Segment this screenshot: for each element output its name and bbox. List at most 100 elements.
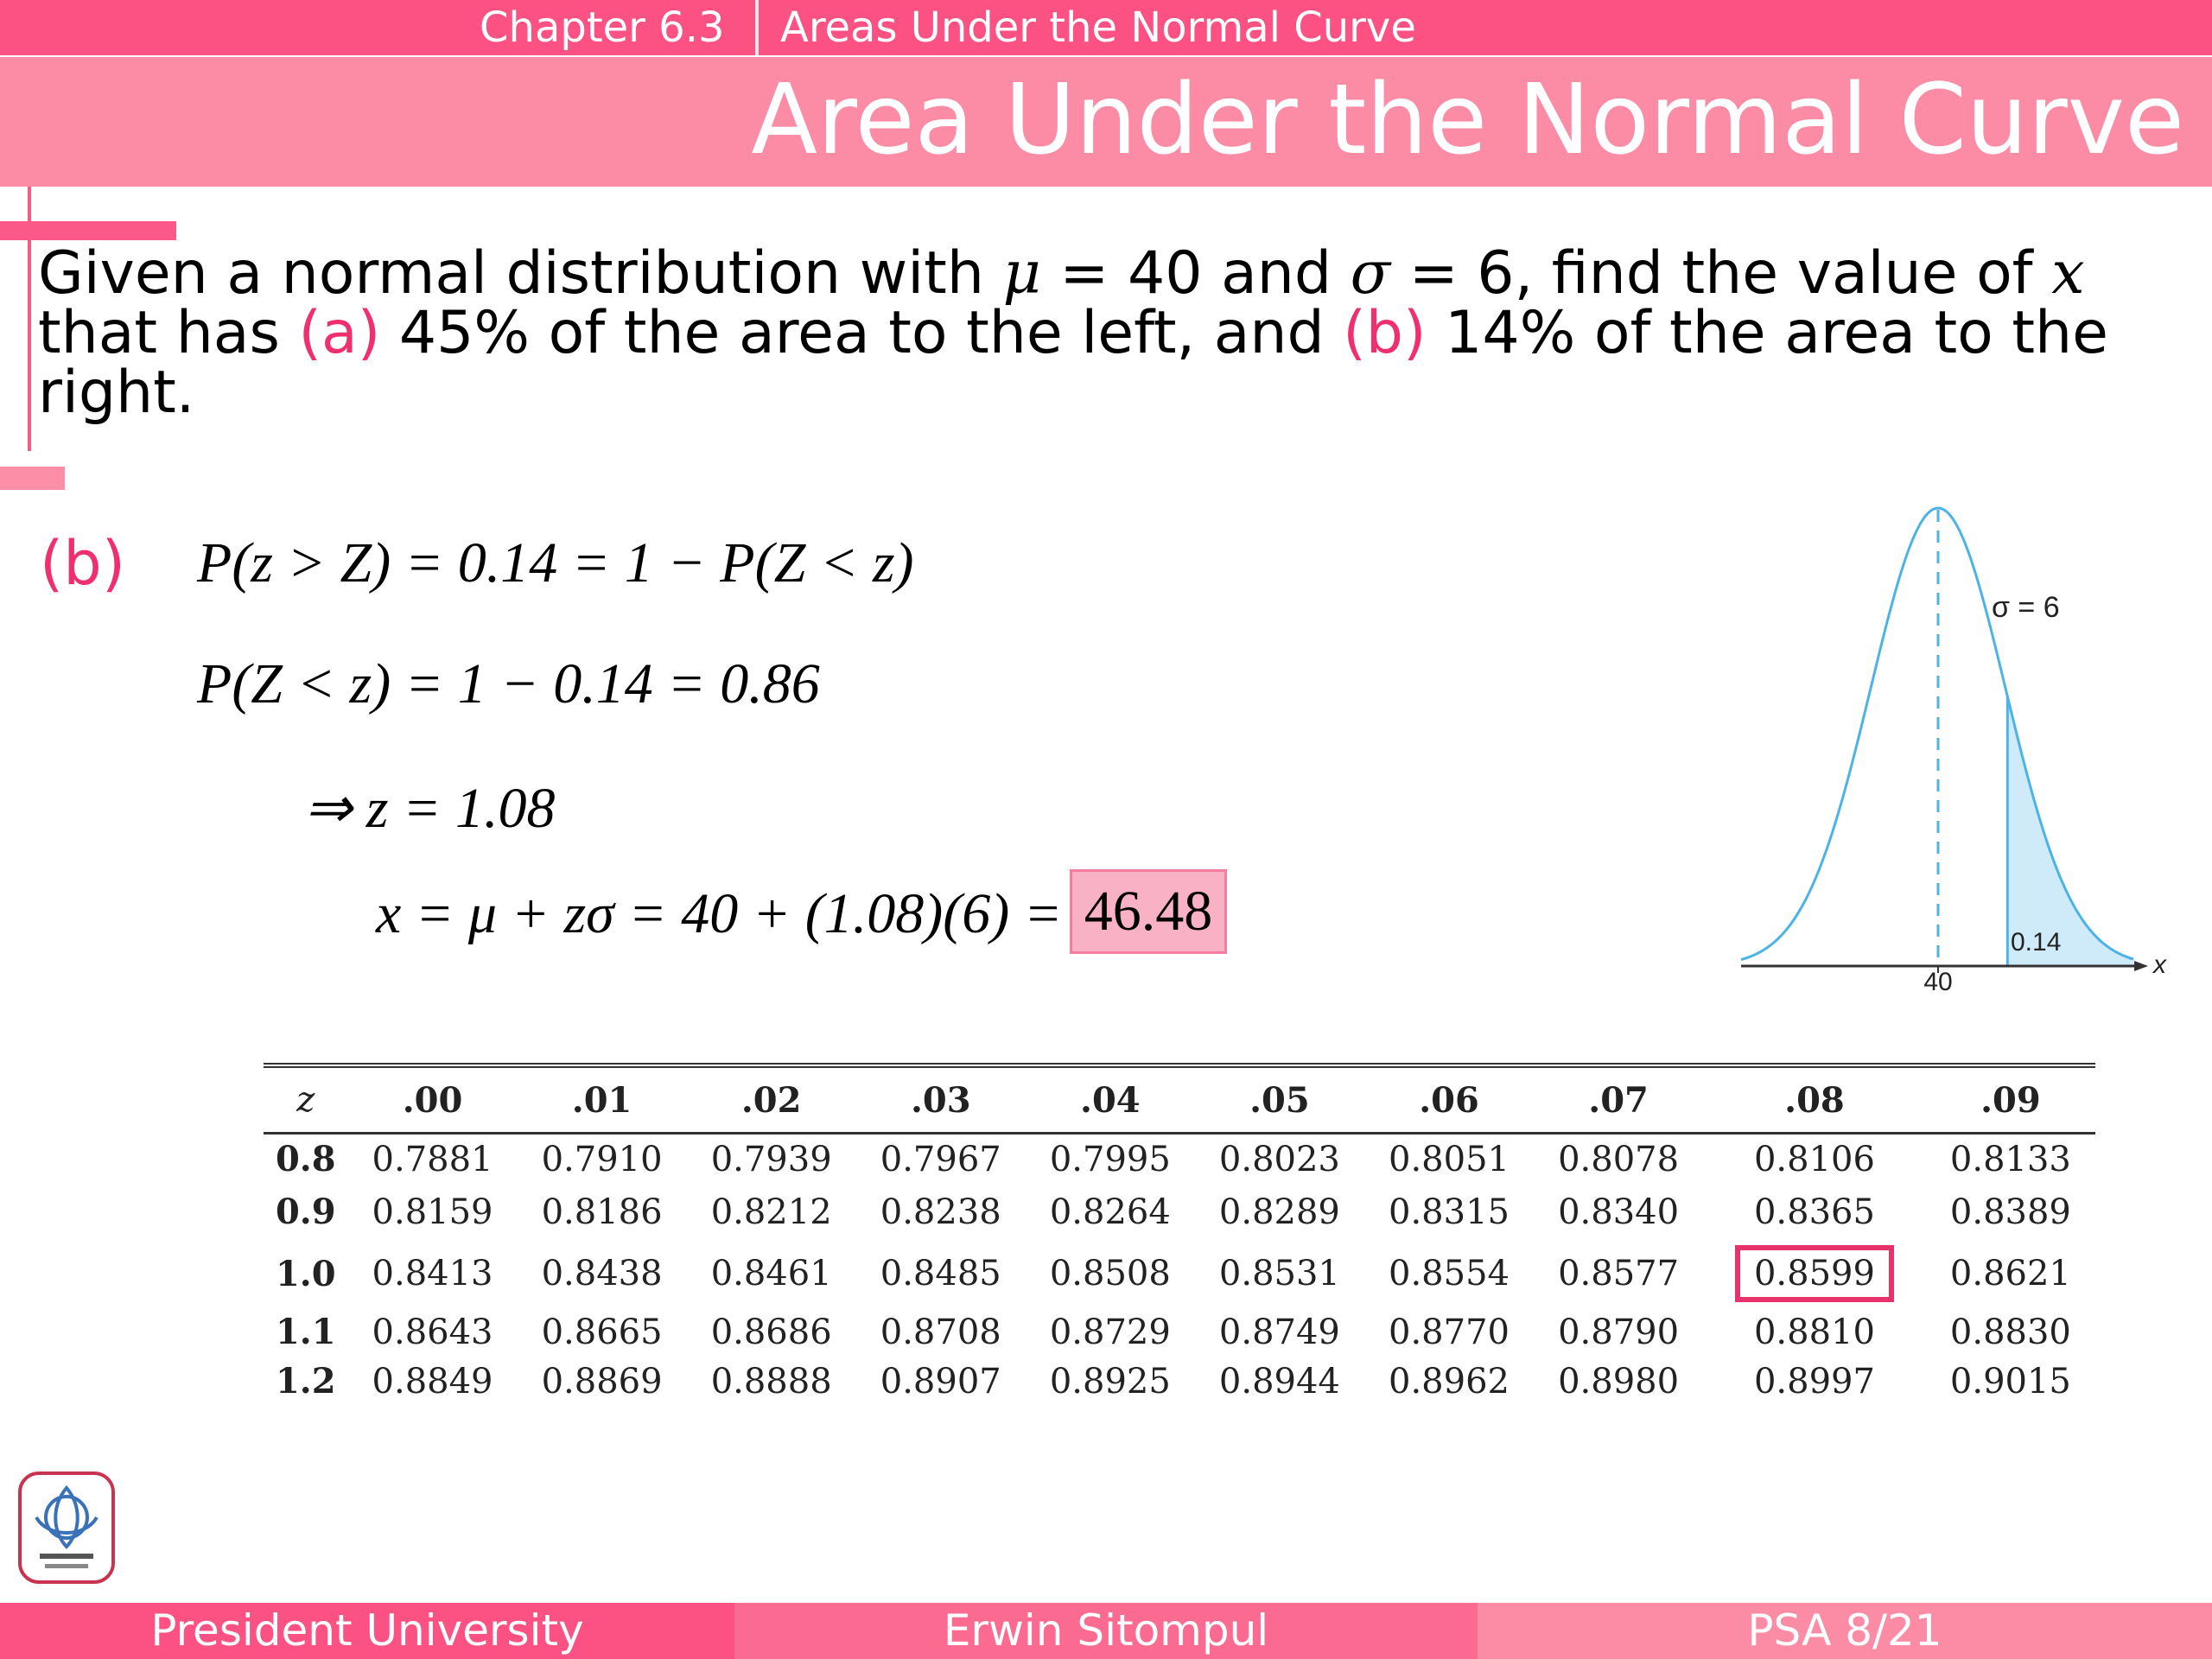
- section-label: Areas Under the Normal Curve: [780, 3, 1416, 52]
- problem-text-2: = 40 and: [1040, 239, 1351, 308]
- table-cell: 0.8790: [1558, 1312, 1680, 1352]
- part-a-label: (a): [298, 299, 381, 367]
- table-cell: 0.8643: [372, 1312, 493, 1352]
- decor-bar-upper: [0, 221, 176, 240]
- table-cell: 0.8508: [1049, 1254, 1171, 1294]
- col-header: .01: [571, 1079, 632, 1121]
- table-row: 1.0 0.8413 0.8438 0.8461 0.8485 0.8508 0…: [264, 1240, 2095, 1307]
- table-cell: 0.8907: [880, 1361, 1001, 1402]
- table-cell: 0.8264: [1049, 1192, 1171, 1232]
- table-cell: 0.8106: [1753, 1139, 1875, 1179]
- col-header: .06: [1419, 1079, 1479, 1121]
- z-value: 1.2: [275, 1361, 336, 1402]
- z-value: 0.9: [275, 1192, 336, 1232]
- z-value: 0.8: [275, 1139, 336, 1179]
- col-header: .00: [402, 1079, 463, 1121]
- table-cell: 0.7995: [1049, 1139, 1171, 1179]
- table-cell: 0.8849: [372, 1361, 493, 1402]
- table-cell: 0.8413: [372, 1254, 493, 1294]
- equation-3: ⇒ z = 1.08: [304, 777, 556, 840]
- area-label: 0.14: [2011, 928, 2061, 957]
- table-cell: 0.8869: [541, 1361, 663, 1402]
- table-row: 1.1 0.8643 0.8665 0.8686 0.8708 0.8729 0…: [264, 1307, 2095, 1357]
- table-cell: 0.8315: [1389, 1192, 1510, 1232]
- table-cell: 0.8770: [1389, 1312, 1510, 1352]
- table-cell: 0.9015: [1949, 1361, 2071, 1402]
- table-cell: 0.8238: [880, 1192, 1001, 1232]
- footer-page: PSA 8/21: [1478, 1603, 2212, 1659]
- col-header: .02: [741, 1079, 802, 1121]
- table-cell: 0.7967: [880, 1139, 1001, 1179]
- col-header: .08: [1784, 1079, 1845, 1121]
- sigma-label: σ = 6: [1992, 591, 2060, 624]
- table-cell: 0.7881: [372, 1139, 493, 1179]
- equation-1: P(z > Z) = 0.14 = 1 − P(Z < z): [197, 531, 914, 594]
- equation-4: x = μ + zσ = 40 + (1.08)(6) =: [376, 882, 1063, 945]
- table-cell: 0.8485: [880, 1254, 1001, 1294]
- table-cell: 0.8461: [710, 1254, 832, 1294]
- table-cell: 0.8023: [1218, 1139, 1340, 1179]
- shaded-area: [2007, 696, 2134, 966]
- decor-bar-lower: [0, 467, 65, 490]
- highlighted-cell: 0.8599: [1703, 1240, 1926, 1307]
- z-table: z .00 .01 .02 .03 .04 .05 .06 .07 .08 .0…: [264, 1063, 2095, 1406]
- president-university-logo-icon: [18, 1471, 115, 1584]
- table-cell: 0.8365: [1753, 1192, 1875, 1232]
- table-cell: 0.8438: [541, 1254, 663, 1294]
- table-cell: 0.8078: [1558, 1139, 1680, 1179]
- table-cell: 0.8686: [710, 1312, 832, 1352]
- table-cell: 0.8665: [541, 1312, 663, 1352]
- problem-text-6: 14% of the area to the right.: [38, 299, 2108, 427]
- equation-2: P(Z < z) = 1 − 0.14 = 0.86: [197, 652, 820, 715]
- table-cell: 0.8212: [710, 1192, 832, 1232]
- table-cell: 0.7910: [541, 1139, 663, 1179]
- table-cell: 0.8531: [1218, 1254, 1340, 1294]
- table-cell: 0.8289: [1218, 1192, 1340, 1232]
- z-value: 1.0: [275, 1253, 336, 1294]
- chapter-label: Chapter 6.3: [480, 3, 725, 52]
- title-bar: Area Under the Normal Curve: [0, 57, 2212, 187]
- table-cell: 0.8621: [1949, 1254, 2071, 1294]
- answer-box: 46.48: [1070, 869, 1227, 954]
- bell-curve: [1740, 506, 2134, 962]
- table-cell: 0.8729: [1049, 1312, 1171, 1352]
- problem-text-4: that has: [38, 299, 299, 367]
- table-cell: 0.8708: [880, 1312, 1001, 1352]
- table-cell: 0.8830: [1949, 1312, 2071, 1352]
- table-cell: 0.8944: [1218, 1361, 1340, 1402]
- footer-author: Erwin Sitompul: [734, 1603, 1478, 1659]
- table-cell: 0.8810: [1753, 1312, 1875, 1352]
- table-row: 1.2 0.8849 0.8869 0.8888 0.8907 0.8925 0…: [264, 1357, 2095, 1406]
- problem-statement: Given a normal distribution with μ = 40 …: [38, 244, 2181, 423]
- highlight-box: 0.8599: [1734, 1245, 1894, 1302]
- table-cell: 0.8051: [1389, 1139, 1510, 1179]
- x-symbol: x: [2051, 239, 2085, 308]
- table-cell: 0.8554: [1389, 1254, 1510, 1294]
- table-row: 0.9 0.8159 0.8186 0.8212 0.8238 0.8264 0…: [264, 1184, 2095, 1240]
- table-cell: 0.8133: [1949, 1139, 2071, 1179]
- table-cell: 0.8980: [1558, 1361, 1680, 1402]
- problem-text-5: 45% of the area to the left, and: [380, 299, 1344, 367]
- table-cell: 0.8997: [1753, 1361, 1875, 1402]
- footer-university: President University: [0, 1603, 734, 1659]
- sigma-symbol: σ: [1350, 239, 1391, 308]
- problem-text-1: Given a normal distribution with: [38, 239, 1003, 308]
- chapter-bar: Chapter 6.3 Areas Under the Normal Curve: [0, 0, 2212, 55]
- axis-label: x: [2152, 950, 2167, 979]
- part-b-label: (b): [1343, 299, 1427, 367]
- table-cell: 0.7939: [710, 1139, 832, 1179]
- problem-text-3: = 6, find the value of: [1390, 239, 2052, 308]
- table-cell: 0.8389: [1949, 1192, 2071, 1232]
- slide-title: Area Under the Normal Curve: [751, 64, 2184, 176]
- normal-curve-diagram: σ = 6 40 0.14 x: [1740, 506, 2167, 996]
- col-header: .09: [1980, 1079, 2041, 1121]
- footer-bar: President University Erwin Sitompul PSA …: [0, 1603, 2212, 1659]
- mu-symbol: μ: [1002, 239, 1041, 308]
- decor-vertical-line: [28, 187, 31, 451]
- table-cell: 0.8577: [1558, 1254, 1680, 1294]
- col-header: .03: [910, 1079, 971, 1121]
- z-table-header-row: z .00 .01 .02 .03 .04 .05 .06 .07 .08 .0…: [264, 1065, 2095, 1134]
- table-cell: 0.8159: [372, 1192, 493, 1232]
- table-cell: 0.8888: [710, 1361, 832, 1402]
- axis-arrowhead: [2134, 961, 2148, 971]
